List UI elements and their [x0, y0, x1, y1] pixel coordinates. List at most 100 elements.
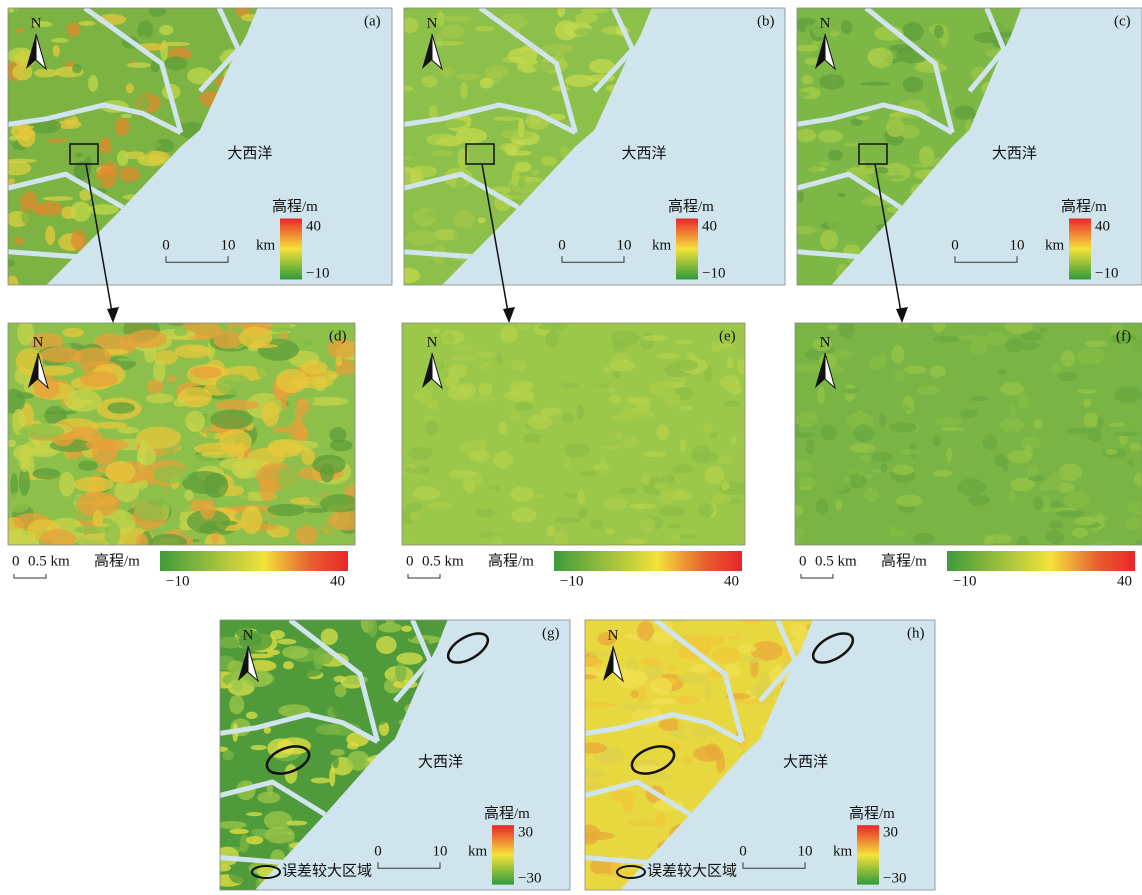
- scale-unit: km: [468, 844, 488, 860]
- texture: [721, 482, 730, 491]
- texture: [576, 769, 606, 778]
- texture: [62, 328, 84, 337]
- texture: [1009, 405, 1015, 417]
- texture: [159, 25, 173, 35]
- texture: [40, 529, 76, 549]
- legend-title: 高程/m: [484, 805, 530, 822]
- texture: [445, 375, 459, 387]
- color-bar: [676, 219, 698, 280]
- texture: [828, 150, 843, 161]
- zoom-body: [393, 319, 751, 551]
- texture: [885, 2, 907, 19]
- texture: [581, 8, 609, 14]
- scale-start: 0: [12, 553, 20, 569]
- texture: [432, 328, 440, 333]
- texture: [584, 374, 601, 391]
- texture: [34, 69, 58, 78]
- color-bar: [160, 551, 348, 571]
- texture: [518, 321, 530, 330]
- texture: [718, 455, 734, 464]
- texture: [969, 396, 990, 401]
- texture: [298, 398, 304, 405]
- legend-max: 30: [883, 825, 898, 841]
- texture: [72, 64, 82, 74]
- texture: [933, 470, 953, 477]
- scale-start: 0: [162, 238, 170, 254]
- texture: [1033, 497, 1044, 511]
- texture: [835, 499, 842, 511]
- texture: [19, 424, 64, 439]
- texture: [330, 440, 353, 452]
- texture: [1083, 399, 1091, 409]
- texture: [409, 465, 417, 469]
- texture: [500, 325, 517, 343]
- texture: [498, 421, 507, 435]
- texture: [560, 383, 578, 388]
- texture: [899, 125, 920, 139]
- texture: [470, 450, 489, 462]
- texture: [12, 125, 35, 129]
- texture: [150, 534, 187, 551]
- texture: [229, 864, 248, 883]
- texture: [392, 268, 420, 284]
- texture: [453, 346, 475, 350]
- texture: [121, 114, 132, 118]
- texture: [312, 455, 345, 475]
- texture: [641, 518, 656, 532]
- zoom-legend: 00.5 km高程/m−1040: [799, 551, 1135, 589]
- map-body: [209, 613, 580, 895]
- texture: [548, 455, 559, 464]
- texture: [329, 767, 335, 786]
- ocean-label: 大西洋: [992, 145, 1037, 162]
- texture: [998, 369, 1007, 375]
- texture: [895, 495, 922, 507]
- texture: [310, 770, 322, 778]
- scale-bar: [14, 574, 46, 578]
- texture: [941, 427, 964, 431]
- texture: [149, 6, 166, 17]
- texture: [958, 440, 983, 457]
- texture: [982, 356, 1002, 366]
- texture: [210, 410, 253, 430]
- texture: [136, 534, 148, 551]
- texture: [73, 477, 113, 492]
- texture: [788, 432, 818, 437]
- texture: [626, 397, 651, 404]
- north-label: N: [33, 334, 44, 350]
- texture: [441, 16, 472, 22]
- texture: [924, 90, 939, 111]
- texture: [456, 73, 481, 80]
- texture: [805, 411, 817, 420]
- texture: [64, 390, 101, 412]
- texture: [866, 515, 877, 532]
- color-bar: [947, 551, 1135, 571]
- texture: [44, 410, 77, 414]
- texture: [1109, 422, 1125, 426]
- texture: [894, 369, 905, 382]
- texture: [510, 381, 527, 391]
- texture: [520, 51, 535, 62]
- texture: [676, 696, 699, 704]
- texture: [799, 534, 807, 541]
- texture: [554, 531, 568, 546]
- texture: [839, 463, 864, 475]
- legend-note: 误差较大区域: [282, 861, 372, 879]
- texture: [153, 465, 189, 483]
- texture: [870, 173, 891, 185]
- texture: [237, 442, 245, 460]
- texture: [488, 486, 500, 490]
- texture: [470, 521, 486, 526]
- texture: [664, 665, 678, 670]
- texture: [934, 417, 962, 426]
- texture: [257, 792, 280, 804]
- texture: [301, 360, 328, 375]
- texture: [827, 324, 836, 330]
- texture: [705, 636, 725, 646]
- texture: [830, 30, 840, 37]
- texture: [609, 360, 635, 372]
- scale-end: 10: [221, 238, 236, 254]
- texture: [996, 502, 1015, 517]
- texture: [1057, 372, 1078, 381]
- texture: [216, 374, 252, 395]
